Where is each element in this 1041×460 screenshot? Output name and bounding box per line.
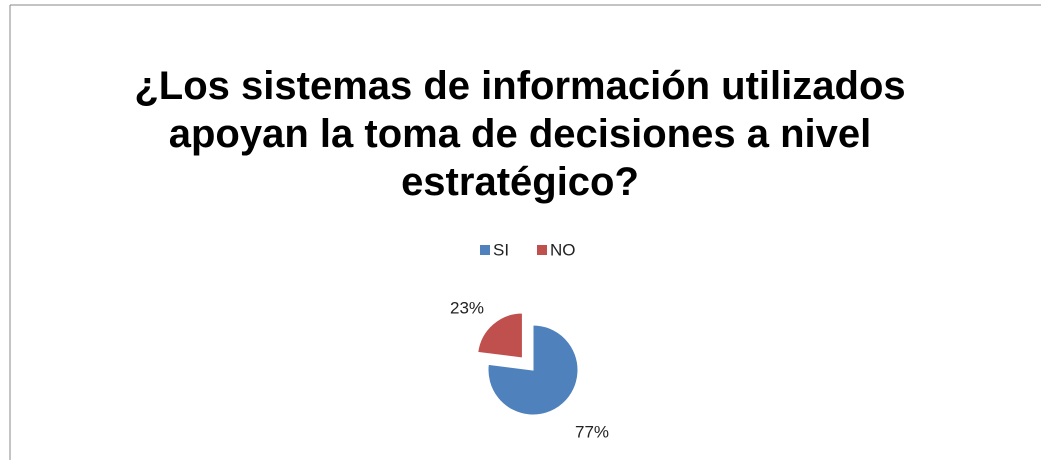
chart-title: ¿Los sistemas de información utilizados … — [134, 64, 906, 204]
legend-swatch — [537, 245, 547, 255]
data-label: 77% — [575, 422, 609, 441]
legend-label: SI — [493, 240, 509, 259]
data-label: 23% — [450, 298, 484, 317]
pie-slice — [487, 324, 579, 416]
pie-slice — [477, 312, 523, 359]
legend-swatch — [480, 245, 490, 255]
legend-label: NO — [550, 240, 576, 259]
